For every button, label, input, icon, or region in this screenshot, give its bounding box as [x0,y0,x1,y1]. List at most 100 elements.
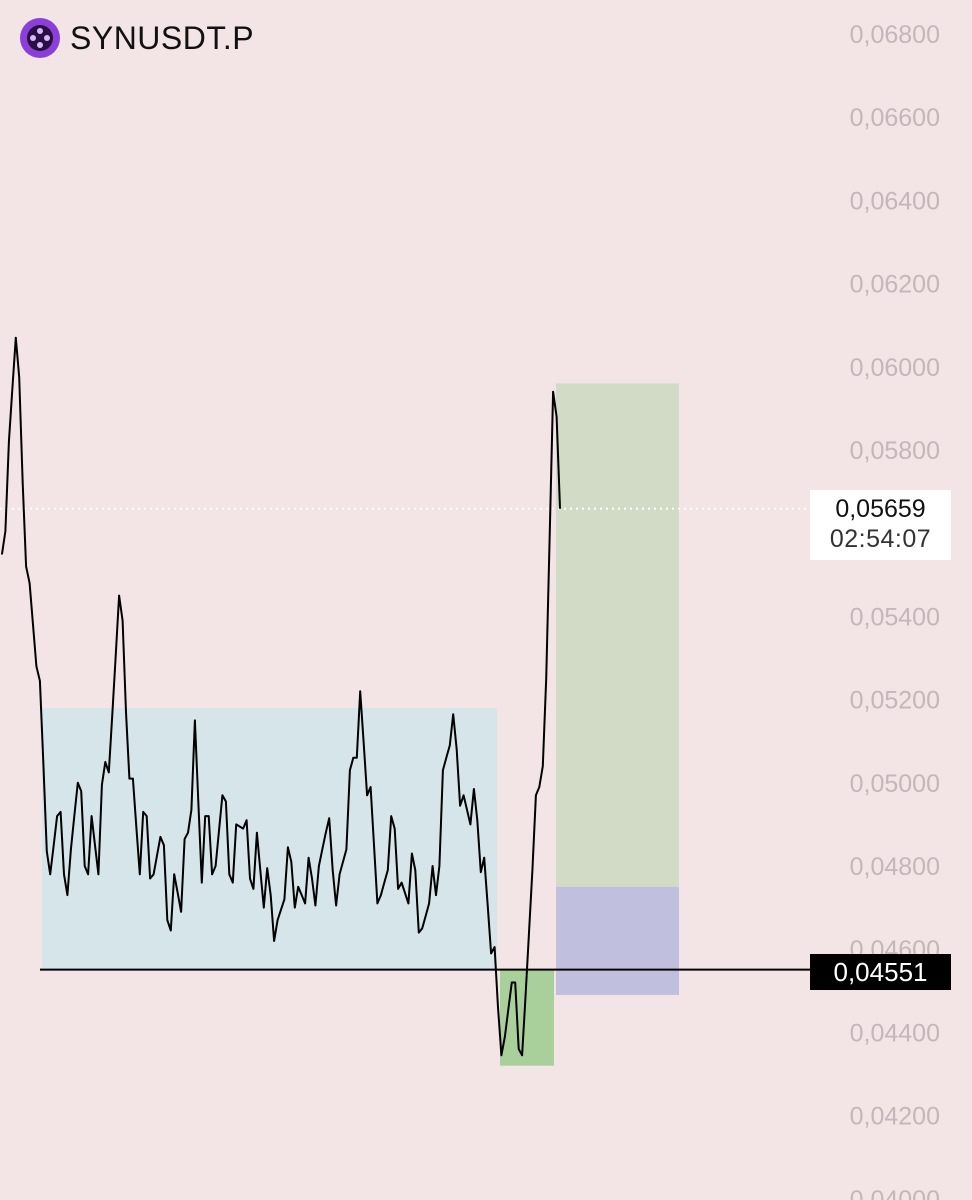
price-point [531,869,534,871]
price-point [76,782,79,784]
price-point [63,873,65,876]
price-point [207,815,210,817]
price-point [70,848,72,851]
price-point [386,869,389,871]
price-point [393,827,396,830]
price-point [104,761,107,763]
y-tick-label: 0,05400 [850,603,940,631]
price-point [414,869,417,871]
y-tick-label: 0,06400 [850,187,940,215]
price-point [421,927,424,930]
price-point [42,761,45,763]
price-point [214,865,217,867]
price-point [442,769,444,772]
y-tick-label: 0,06800 [850,21,940,49]
price-point [125,711,127,713]
price-point [1,553,3,555]
price-point [428,902,430,905]
current-price-value: 0,05659 [835,495,926,523]
price-point [318,865,320,867]
price-point [56,815,58,817]
y-tick-label: 0,04000 [850,1186,940,1200]
price-point [545,678,548,680]
price-point [132,777,134,780]
price-point [331,869,334,871]
price-point [118,594,120,597]
price-point [97,873,100,876]
price-point [524,994,527,996]
price-point [249,877,251,880]
price-point [504,1035,506,1038]
price-point [497,1006,499,1009]
price-point [290,861,293,863]
price-point [510,981,513,984]
price-point [28,582,31,584]
price-point [345,848,348,851]
price-point [517,1048,520,1050]
y-tick-label: 0,05800 [850,437,940,465]
price-point [324,831,327,834]
y-tick-label: 0,05200 [850,687,940,715]
price-point [483,856,486,859]
price-point [455,748,458,751]
syn-coin-icon[interactable] [20,18,60,58]
price-point [373,844,375,846]
y-tick-label: 0,04200 [850,1103,940,1131]
price-point [8,440,10,443]
price-point [35,665,38,668]
price-point [490,952,492,955]
price-point [448,744,451,747]
price-point [173,873,176,876]
price-point [228,873,231,876]
price-point [152,873,155,876]
price-point [138,873,141,876]
price-series-line [1,336,561,1057]
price-point [311,877,313,880]
price-point [14,336,17,339]
price-point [552,390,554,393]
price-point [49,873,52,876]
price-point [400,881,403,884]
price-point [338,873,341,876]
price-point [366,794,368,797]
level-price-tag[interactable]: 0,04551 [810,954,951,990]
price-point [21,482,24,485]
price-point [187,831,189,834]
y-tick-label: 0,06600 [850,104,940,132]
range-box [42,707,497,970]
price-point [352,757,355,759]
price-point [407,902,410,905]
price-point [242,827,244,830]
price-point [180,910,182,913]
price-point [297,886,300,888]
price-point [462,794,465,797]
price-point [276,919,279,921]
price-point [83,865,86,867]
price-point [194,719,196,722]
price-point [235,823,238,826]
y-tick-label: 0,06000 [850,354,940,382]
profit-zone [556,383,679,887]
price-point [283,898,286,901]
candle-countdown: 02:54:07 [829,525,932,553]
price-point [469,823,472,826]
price-point [90,815,93,817]
y-tick-label: 0,04800 [850,853,940,881]
price-point [380,894,382,896]
chart-header: SYNUSDT.P [20,18,254,58]
symbol-title[interactable]: SYNUSDT.P [70,19,255,56]
current-price-tag: 0,05659 02:54:07 [810,490,951,560]
price-point [269,894,272,896]
price-point [476,819,479,822]
price-point [256,831,258,834]
price-point [435,894,437,896]
price-point [221,794,224,797]
price-point [200,881,203,884]
loss-zone [556,886,679,995]
price-point [166,919,169,921]
price-point [159,836,162,838]
price-point [145,815,148,817]
price-point [359,690,362,693]
y-tick-label: 0,05000 [850,770,940,798]
